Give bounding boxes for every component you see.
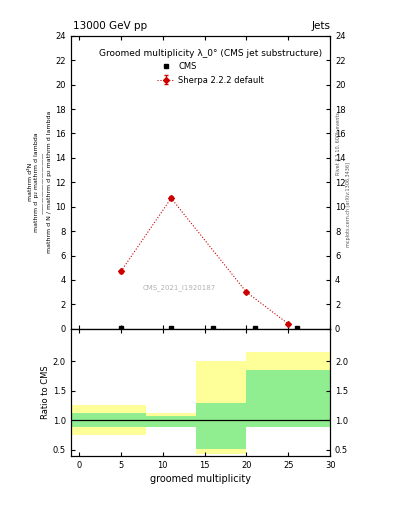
CMS: [211, 325, 215, 331]
Text: mcplots.cern.ch [arXiv:1306.3436]: mcplots.cern.ch [arXiv:1306.3436]: [346, 162, 351, 247]
Text: Jets: Jets: [311, 22, 330, 31]
CMS: [294, 325, 299, 331]
CMS: [119, 325, 123, 331]
Y-axis label: mathrm d²N
mathrm d  p₂ mathrm d lambda
——————————
mathrm d N / mathrm d p₂ math: mathrm d²N mathrm d p₂ mathrm d lambda —…: [28, 111, 53, 253]
Text: Rivet 3.1.10, 600k events: Rivet 3.1.10, 600k events: [336, 112, 341, 175]
Text: CMS_2021_I1920187: CMS_2021_I1920187: [143, 284, 216, 291]
Legend: CMS, Sherpa 2.2.2 default: CMS, Sherpa 2.2.2 default: [95, 46, 325, 88]
Y-axis label: Ratio to CMS: Ratio to CMS: [41, 366, 50, 419]
Text: 13000 GeV pp: 13000 GeV pp: [73, 22, 147, 31]
X-axis label: groomed multiplicity: groomed multiplicity: [150, 474, 251, 484]
CMS: [169, 325, 173, 331]
CMS: [252, 325, 257, 331]
Line: CMS: CMS: [119, 326, 298, 330]
